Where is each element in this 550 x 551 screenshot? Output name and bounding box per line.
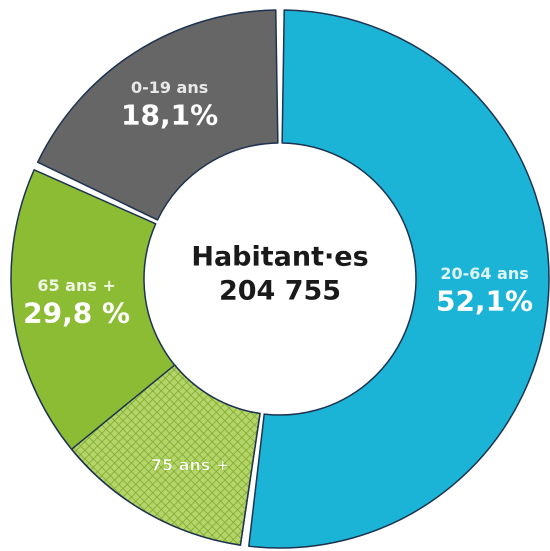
slice-value: 29,8 %	[23, 297, 130, 330]
donut-slice	[248, 9, 550, 549]
center-label: Habitant·es	[191, 242, 368, 273]
slice-category: 0-19 ans	[131, 78, 208, 97]
slice-value: 52,1%	[436, 285, 533, 318]
slice-category: 20-64 ans	[440, 264, 528, 283]
slice-category: 65 ans +	[37, 276, 116, 295]
highlight-label: 75 ans +	[151, 456, 230, 475]
slice-value: 18,1%	[121, 98, 218, 131]
center-label: 204 755	[219, 276, 341, 307]
highlight-slice	[70, 364, 261, 546]
donut-slice	[36, 9, 279, 221]
